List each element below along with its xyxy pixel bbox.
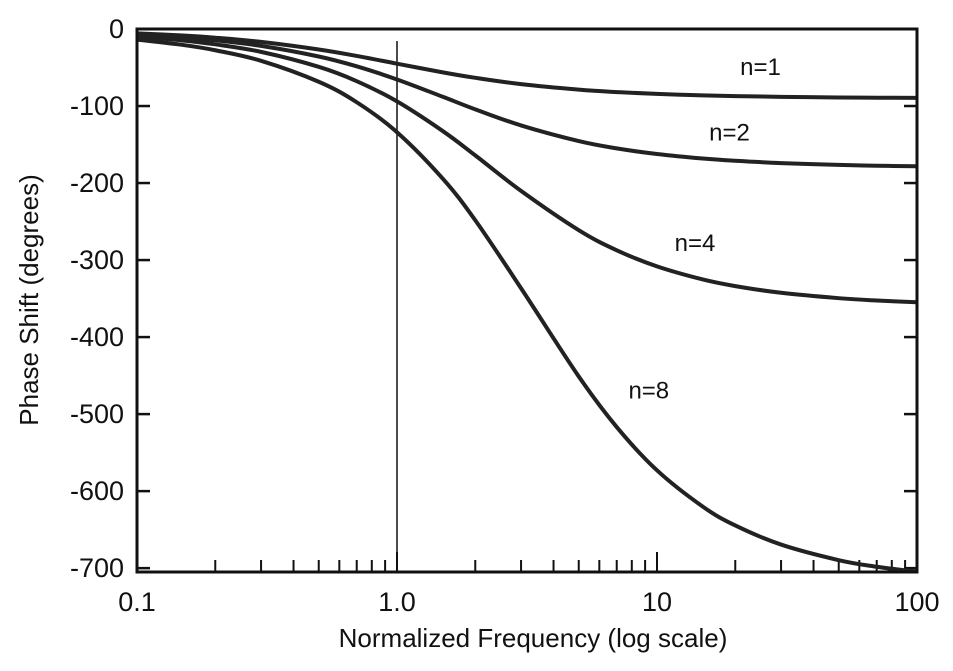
- y-tick-label: -700: [70, 553, 124, 583]
- annotations: n=1 n=2 n=4 n=8: [628, 54, 780, 404]
- y-tick-label: -400: [70, 322, 124, 352]
- series-label: n=1: [740, 54, 781, 81]
- axis-ticks: [136, 27, 918, 572]
- series-line-n-4: [137, 34, 917, 305]
- tick-labels: 0 -100 -200 -300 -400 -500 -600 -700 0.1 1.0 10 100: [70, 14, 940, 617]
- series-label: n=4: [675, 230, 716, 257]
- plot-frame: [135, 27, 919, 574]
- x-tick-label: 0.1: [118, 587, 156, 617]
- y-tick-label: -200: [70, 168, 124, 198]
- series-line-n-1: [137, 31, 917, 100]
- x-tick-label: 1.0: [378, 587, 416, 617]
- x-tick-label: 10: [642, 587, 672, 617]
- series-label: n=8: [628, 378, 669, 405]
- y-tick-label: -500: [70, 399, 124, 429]
- series-label: n=2: [709, 120, 750, 147]
- series-line-n-8: [137, 37, 917, 572]
- series-line-n-2: [137, 32, 917, 169]
- series-lines: [137, 31, 917, 572]
- x-tick-label: 100: [894, 587, 939, 617]
- y-tick-label: -600: [70, 476, 124, 506]
- y-tick-label: 0: [109, 14, 124, 44]
- y-tick-label: -300: [70, 245, 124, 275]
- y-axis-label: Phase Shift (degrees): [14, 174, 44, 425]
- x-axis-label: Normalized Frequency (log scale): [339, 623, 728, 653]
- y-tick-label: -100: [70, 91, 124, 121]
